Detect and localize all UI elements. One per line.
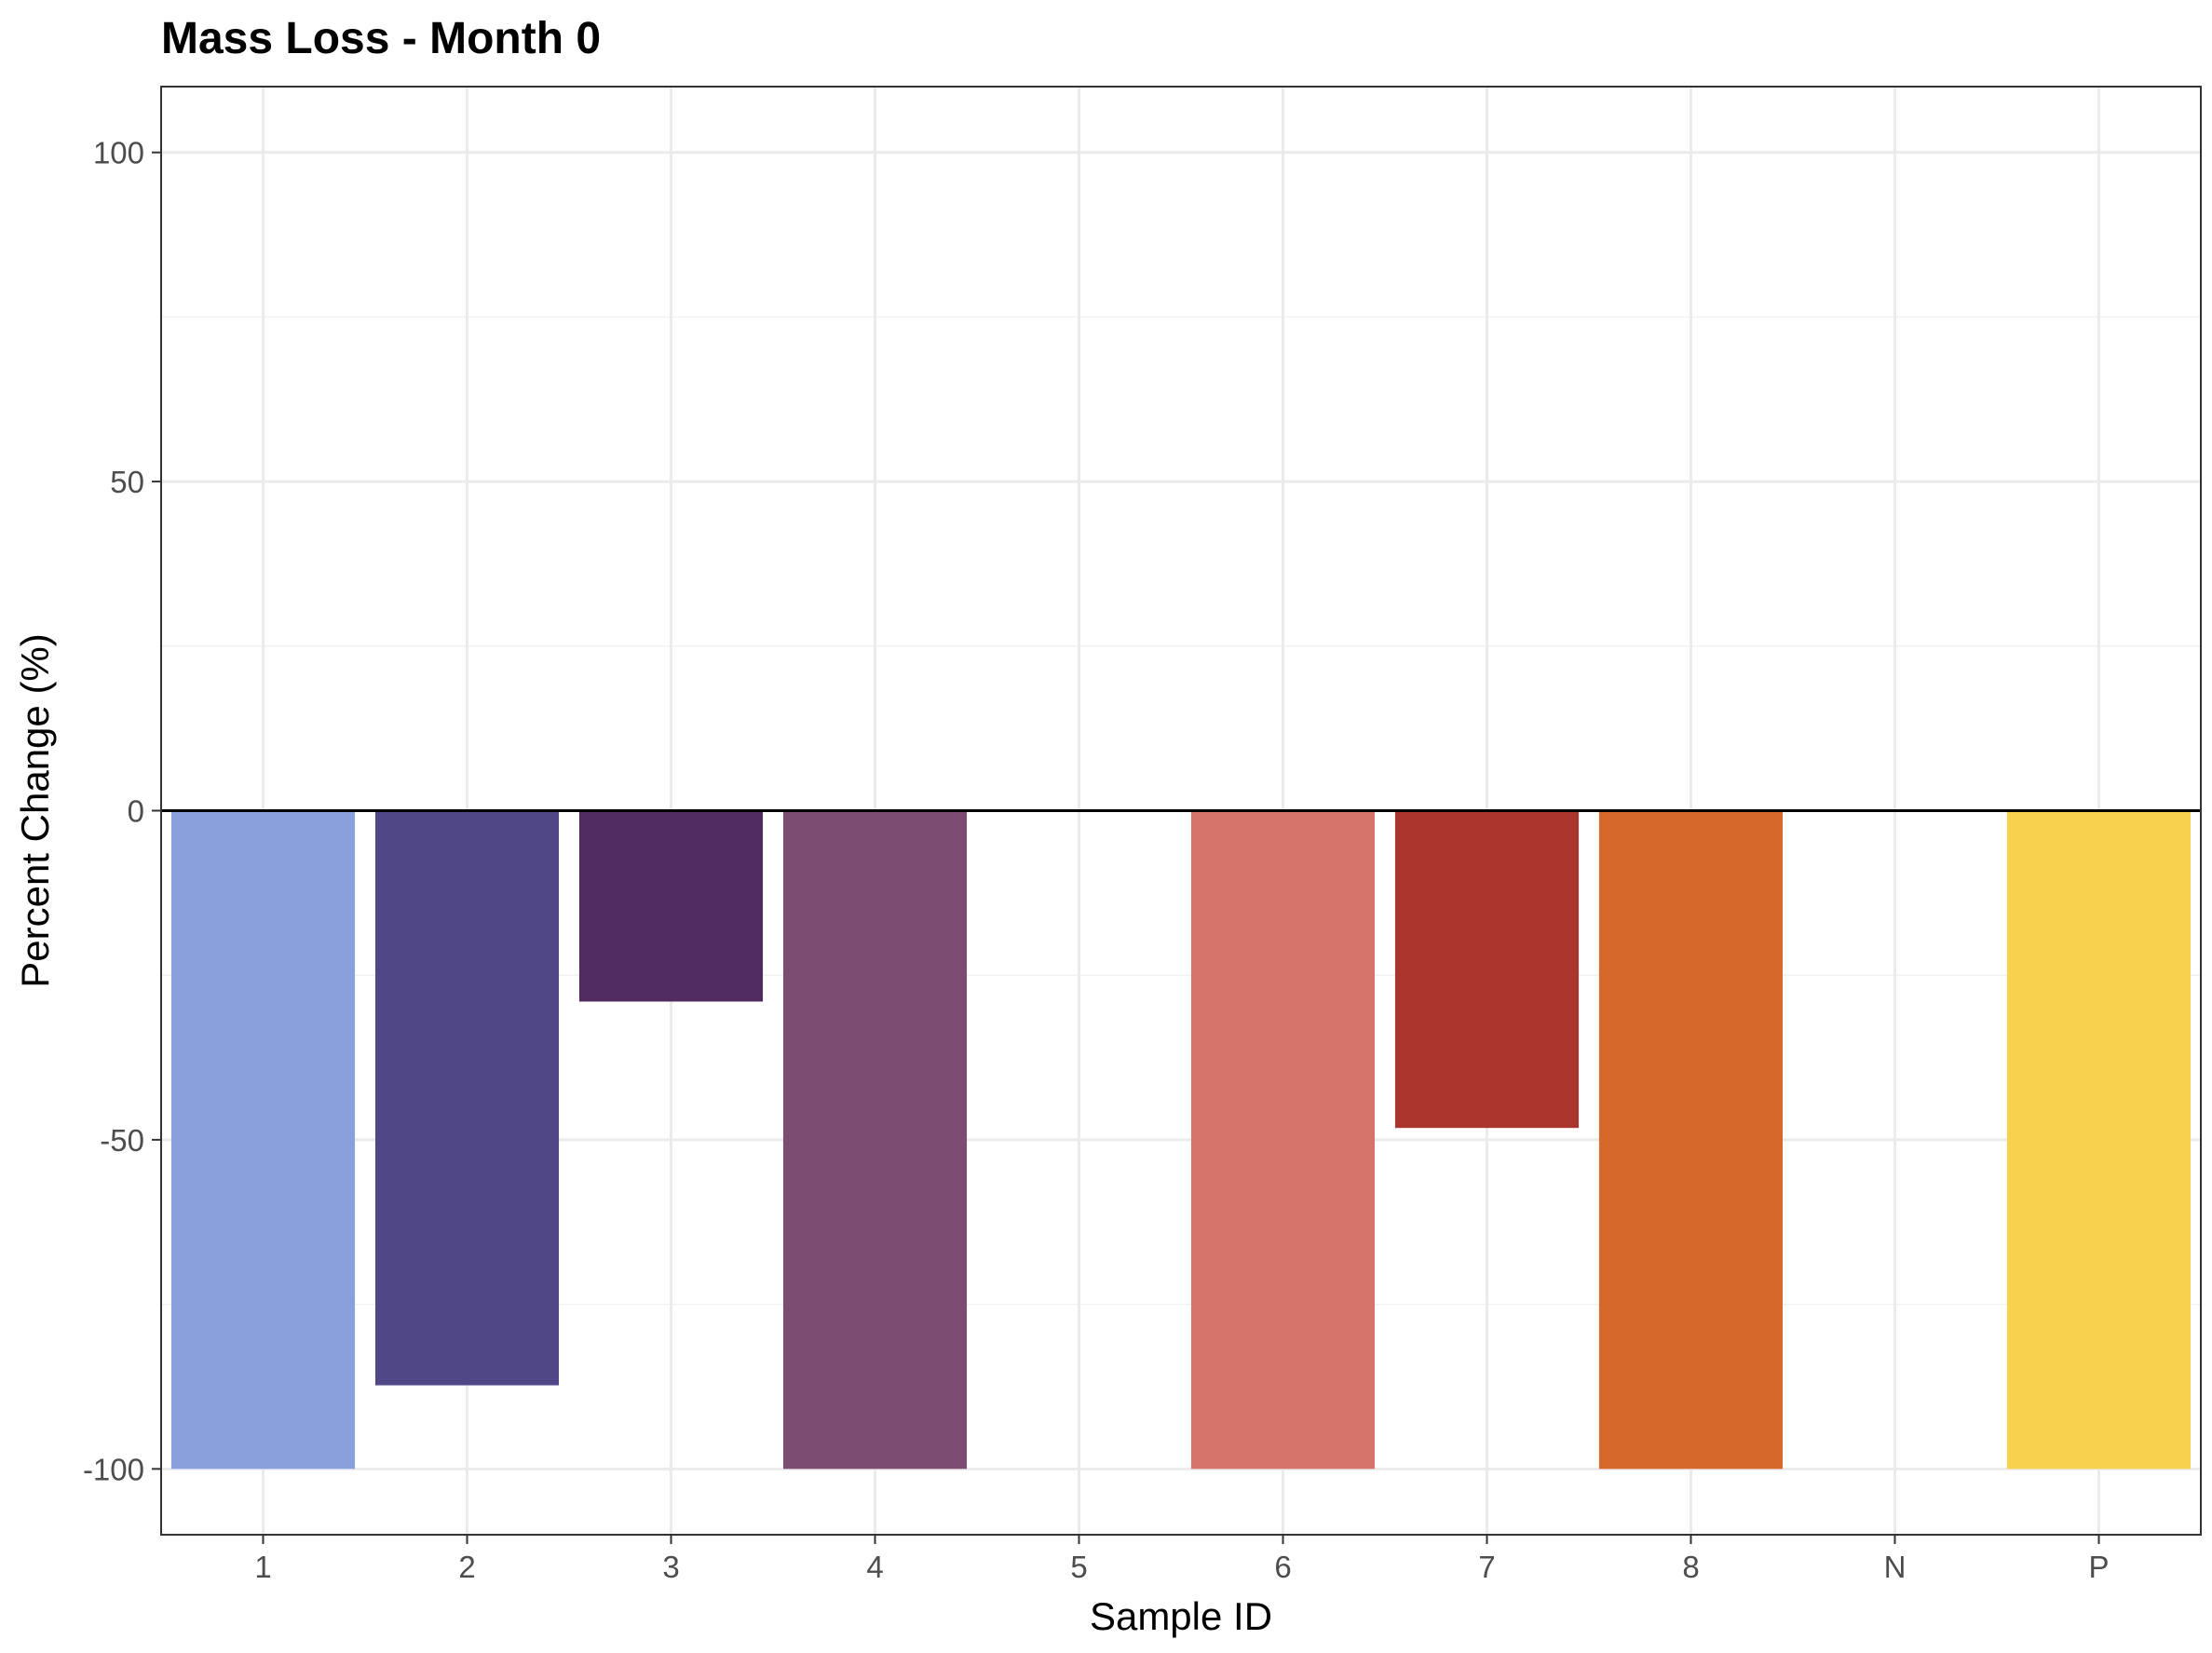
x-tick-label: 4 bbox=[866, 1550, 883, 1584]
bar-8 bbox=[1598, 810, 1784, 1470]
bar-1 bbox=[170, 810, 356, 1470]
x-tick-label: 2 bbox=[458, 1550, 475, 1584]
bar-P bbox=[2006, 810, 2192, 1470]
bar-2 bbox=[374, 810, 560, 1386]
y-tick-label: -50 bbox=[100, 1123, 144, 1158]
axis-ticks: -100 -50 0 50 100 1 2 3 4 5 6 7 8 N P bbox=[83, 136, 2110, 1584]
x-tick-label: 5 bbox=[1070, 1550, 1087, 1584]
x-tick-label: 7 bbox=[1478, 1550, 1495, 1584]
y-tick-label: 100 bbox=[93, 136, 144, 170]
x-tick-label: 6 bbox=[1274, 1550, 1291, 1584]
y-axis-title: Percent Change (%) bbox=[13, 633, 57, 988]
y-tick-label: 50 bbox=[110, 465, 144, 499]
x-tick-label: N bbox=[1884, 1550, 1907, 1584]
bar-6 bbox=[1190, 810, 1376, 1470]
chart-title: Mass Loss - Month 0 bbox=[161, 14, 601, 63]
x-tick-label: 8 bbox=[1682, 1550, 1699, 1584]
y-tick-label: -100 bbox=[83, 1452, 144, 1486]
x-tick-label: 1 bbox=[254, 1550, 271, 1584]
x-tick-label: 3 bbox=[662, 1550, 679, 1584]
x-tick-label: P bbox=[2088, 1550, 2109, 1584]
y-tick-label: 0 bbox=[128, 794, 144, 829]
bars bbox=[170, 810, 2192, 1470]
bar-4 bbox=[782, 810, 968, 1470]
x-axis-title: Sample ID bbox=[1090, 1594, 1272, 1638]
bar-7 bbox=[1394, 810, 1580, 1129]
bar-3 bbox=[578, 810, 764, 1002]
